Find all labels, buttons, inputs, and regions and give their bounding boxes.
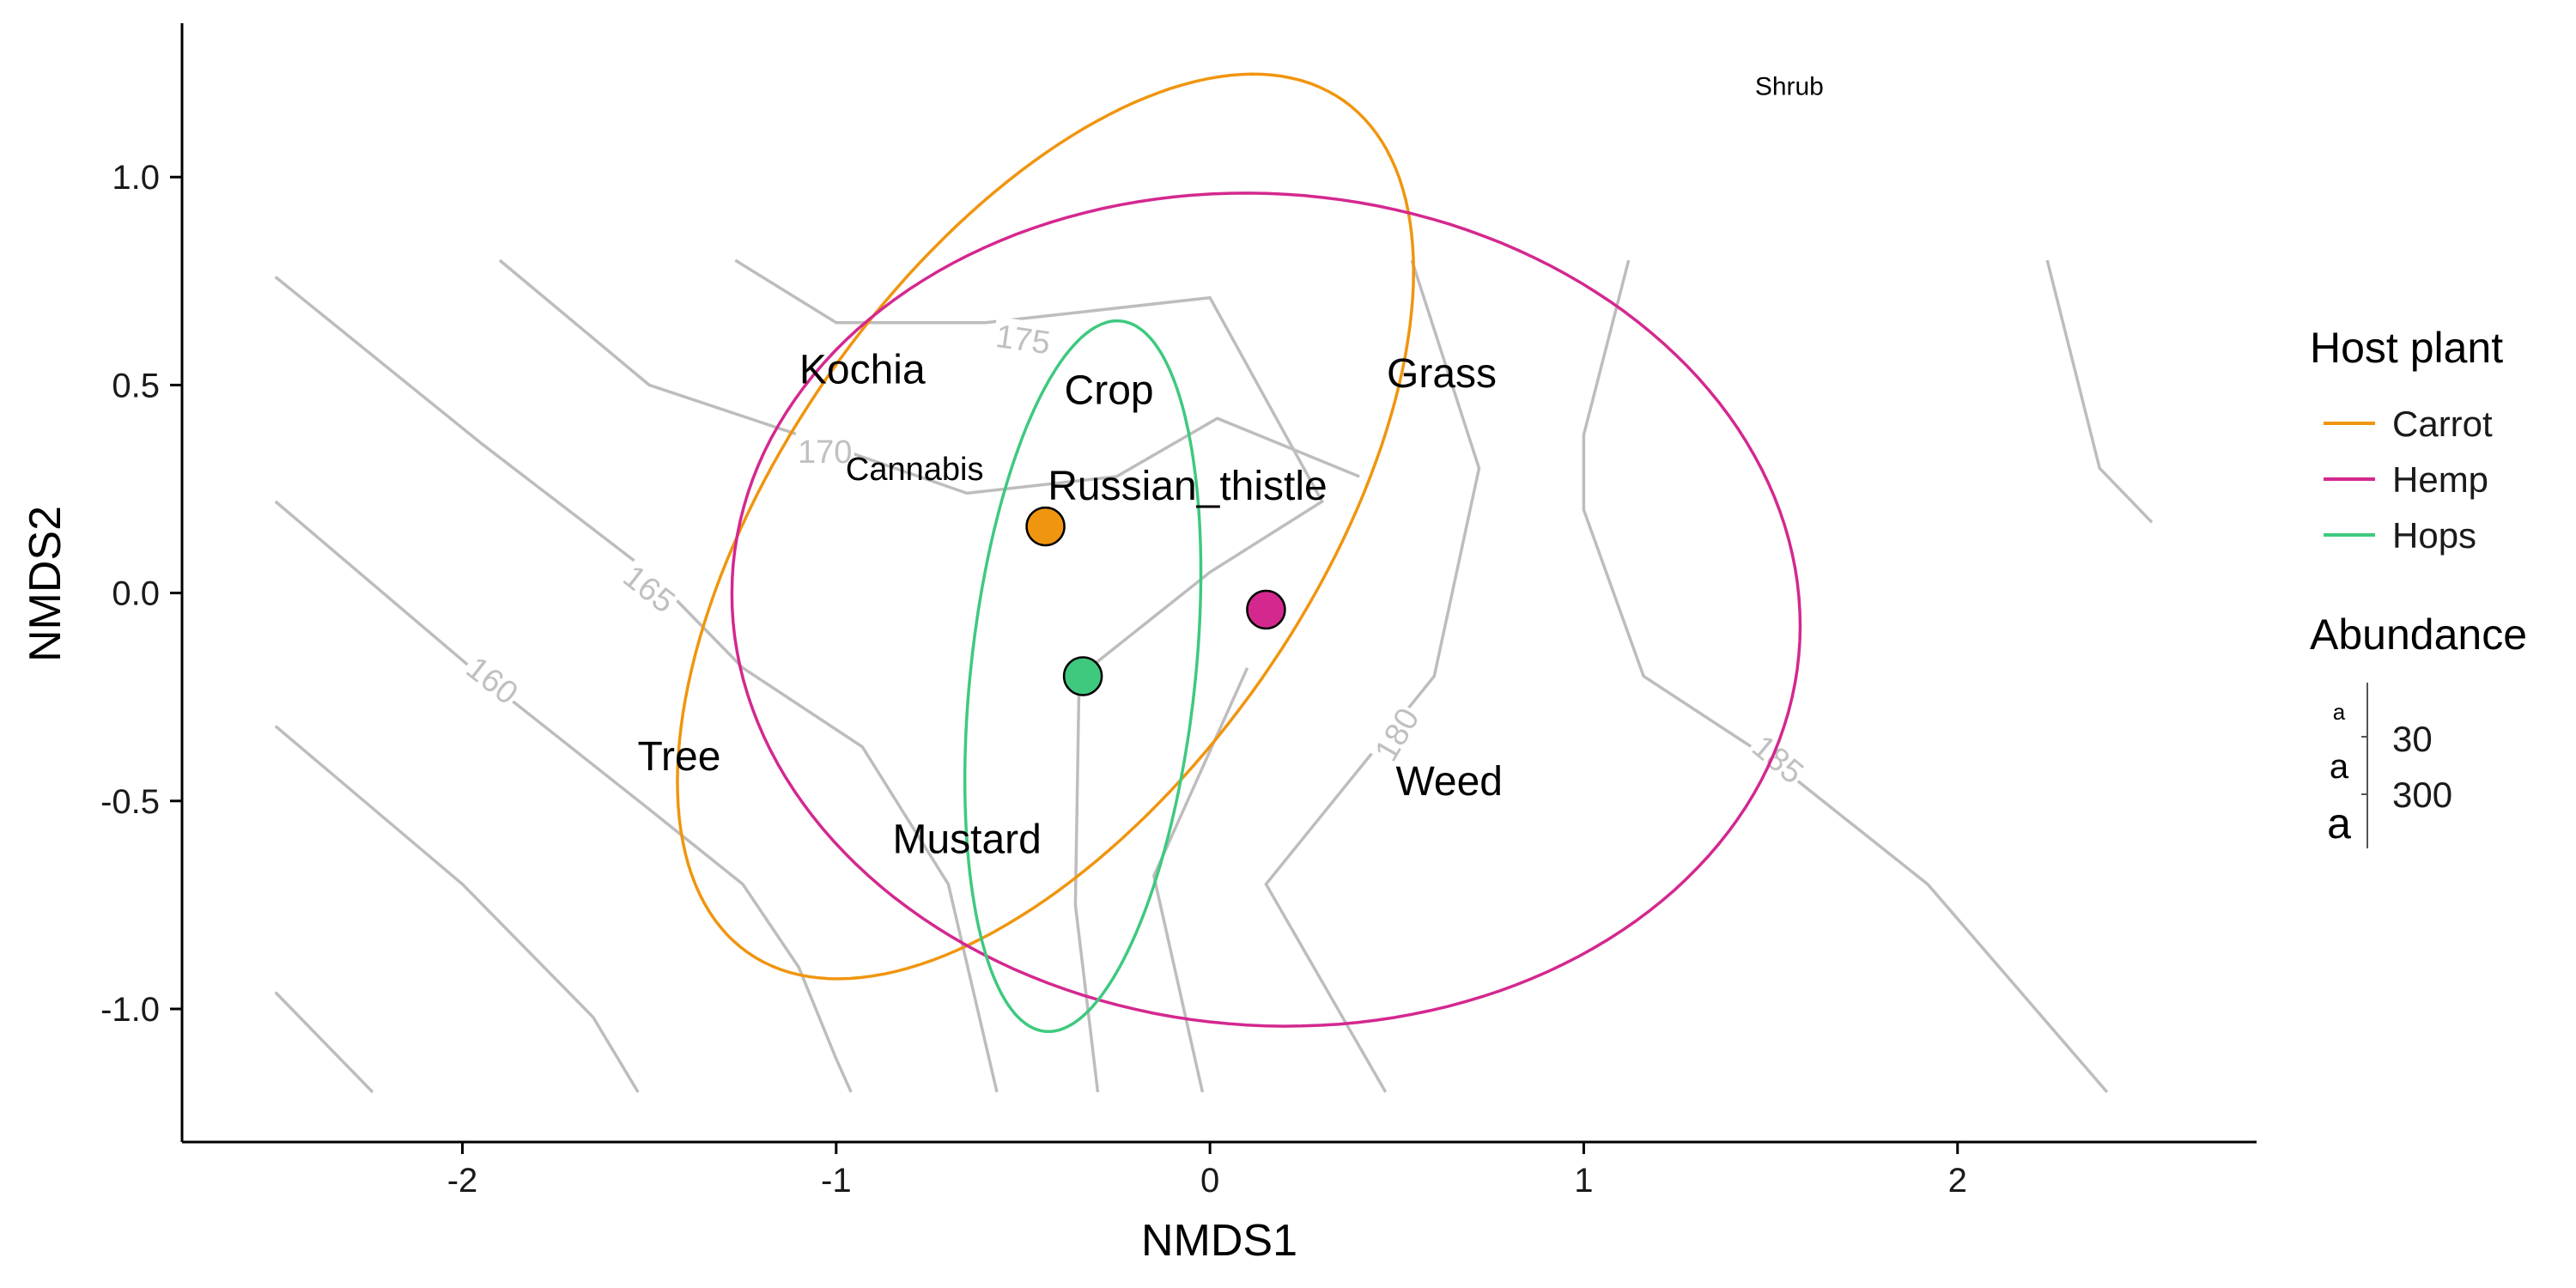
y-tick-label-2: 0.0 xyxy=(112,575,160,613)
centroid-hemp xyxy=(1246,589,1286,630)
legend-size-value-30: 30 xyxy=(2392,719,2433,759)
axes: -2 -1 0 1 2 -1.0 -0.5 0.0 0.5 1.0 NMDS1 NMDS2 xyxy=(21,23,2257,1266)
label-mustard: Mustard xyxy=(892,817,1041,863)
x-tick-label-0: -2 xyxy=(447,1162,478,1200)
legend-size-key-small: a xyxy=(2333,699,2346,725)
contour-label-170: 170 xyxy=(798,434,852,471)
x-axis-title: NMDS1 xyxy=(1141,1216,1297,1266)
contour-line-9 xyxy=(1582,259,2109,1094)
contour-line-5 xyxy=(498,258,1360,495)
legend-size-value-300: 300 xyxy=(2392,775,2452,815)
label-crop: Crop xyxy=(1065,368,1154,414)
label-russian-thistle: Russian_thistle xyxy=(1048,464,1327,509)
x-tick-label-2: 0 xyxy=(1200,1162,1219,1200)
ellipse-hemp xyxy=(730,191,1802,1028)
legend-title-abundance: Abundance xyxy=(2310,611,2527,659)
contour-label-bg-185 xyxy=(1743,726,1813,793)
y-tick-label-3: 0.5 xyxy=(112,367,160,404)
contour-line-2 xyxy=(274,500,853,1093)
contour-label-bg-170 xyxy=(795,432,854,471)
x-tick-label-4: 2 xyxy=(1948,1162,1967,1200)
centroid-layer xyxy=(1025,506,1286,696)
ellipse-carrot xyxy=(676,72,1415,981)
contour-label-bg-180 xyxy=(1365,699,1428,769)
label-grass: Grass xyxy=(1387,351,1497,397)
label-tree: Tree xyxy=(638,734,721,780)
contour-label-bg-175 xyxy=(991,316,1055,362)
contour-line-4 xyxy=(274,991,374,1094)
centroid-hops xyxy=(1062,656,1103,696)
legend-size-key-medium: a xyxy=(2330,748,2349,786)
contour-line-8 xyxy=(1264,259,1481,1093)
contour-line-1 xyxy=(274,276,999,1093)
contour-layer xyxy=(274,258,2154,1094)
contour-label-165: 165 xyxy=(617,558,682,620)
legend-label-hemp: Hemp xyxy=(2392,459,2488,500)
legend-size-key: a a a 30 300 xyxy=(2327,683,2452,848)
legend-color-items: Carrot Hemp Hops xyxy=(2324,404,2493,556)
contour-label-bg-165 xyxy=(614,556,684,623)
centroid-carrot xyxy=(1025,506,1066,547)
contour-label-bg-160 xyxy=(457,647,527,714)
contour-line-10 xyxy=(2045,259,2154,524)
contour-label-175: 175 xyxy=(993,319,1053,361)
contour-line-6 xyxy=(734,258,1325,1093)
ellipse-hops xyxy=(963,319,1203,1034)
label-kochia: Kochia xyxy=(799,347,926,392)
x-ticks: -2 -1 0 1 2 xyxy=(447,1142,1967,1200)
label-layer: Kochia Crop Grass Cannabis Russian_thistle Tr… xyxy=(638,72,1824,862)
label-cannabis: Cannabis xyxy=(846,452,984,488)
legend-label-carrot: Carrot xyxy=(2392,404,2493,444)
contour-line-7 xyxy=(1151,667,1249,1093)
y-tick-label-4: 1.0 xyxy=(112,159,160,197)
ellipse-layer xyxy=(676,72,1802,1034)
y-tick-label-1: -0.5 xyxy=(100,783,160,821)
legend-title-host-plant: Host plant xyxy=(2310,324,2503,372)
legend-size-key-large: a xyxy=(2327,799,2351,848)
legend-label-hops: Hops xyxy=(2392,515,2476,556)
x-tick-label-3: 1 xyxy=(1574,1162,1593,1200)
y-axis-title: NMDS2 xyxy=(21,506,70,662)
x-tick-label-1: -1 xyxy=(821,1162,852,1200)
label-weed: Weed xyxy=(1395,759,1503,805)
contour-line-3 xyxy=(274,725,640,1093)
y-tick-label-0: -1.0 xyxy=(100,991,160,1029)
y-ticks: -1.0 -0.5 0.0 0.5 1.0 xyxy=(100,159,182,1029)
legend: Host plant Carrot Hemp Hops Abundance a a … xyxy=(2310,324,2527,848)
contour-label-180: 180 xyxy=(1369,702,1427,768)
label-shrub: Shrub xyxy=(1755,72,1824,100)
